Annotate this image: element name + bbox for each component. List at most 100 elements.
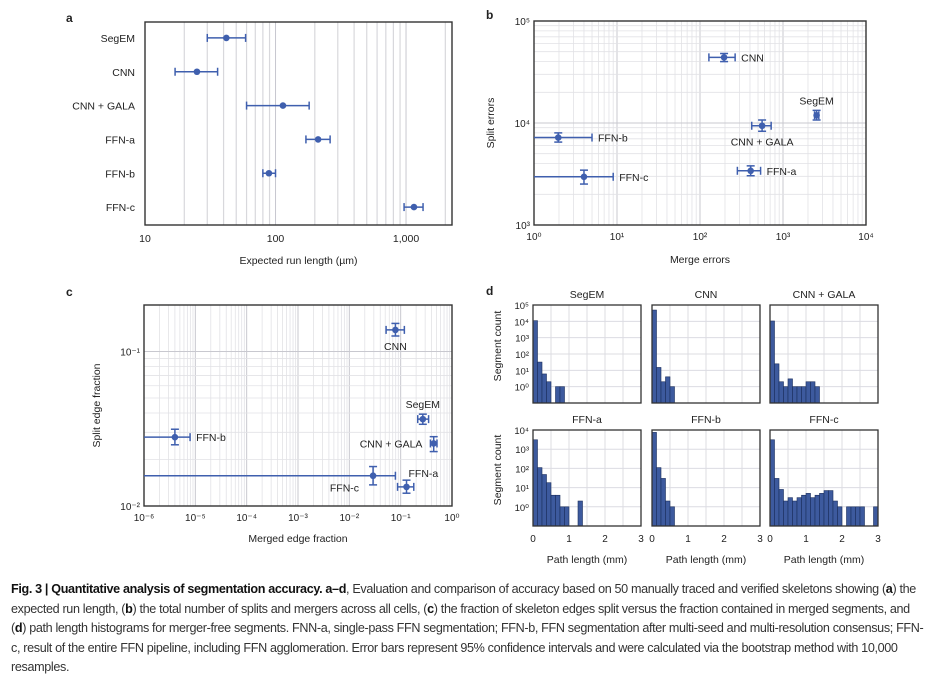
- histogram-bar: [651, 309, 657, 404]
- plot-frame: [769, 429, 879, 527]
- x-tick-label: 10¹: [610, 232, 625, 243]
- x-axis-label: Path length (mm): [784, 554, 865, 566]
- y-tick-label: 10⁴: [515, 119, 530, 130]
- x-tick-label: 3: [875, 534, 881, 545]
- y-tick-label: 10¹: [515, 484, 529, 495]
- histogram-bar: [774, 363, 780, 404]
- histogram-bar: [665, 376, 671, 404]
- histogram-bar: [801, 494, 807, 527]
- histogram-bar: [783, 386, 789, 404]
- histogram-bar: [774, 478, 780, 527]
- data-point: [580, 173, 588, 181]
- histogram-bar: [665, 500, 671, 527]
- data-point: [223, 34, 230, 42]
- data-point: [193, 68, 201, 76]
- data-point: [758, 122, 766, 130]
- point-label: CNN + GALA: [731, 136, 794, 148]
- x-tick-label: 0: [649, 534, 655, 545]
- histogram-bar: [801, 386, 807, 404]
- histogram-bar: [792, 386, 798, 404]
- histogram-bar: [532, 439, 538, 527]
- panel-label-b: b: [486, 8, 493, 22]
- caption-ref-b: b: [125, 601, 133, 616]
- y-tick-label: 10⁵: [515, 17, 530, 28]
- x-tick-label: 2: [839, 534, 845, 545]
- histogram-bar: [660, 478, 666, 527]
- point-label: CNN + GALA: [360, 438, 423, 450]
- histogram-bar: [814, 494, 820, 527]
- histogram-bar: [769, 320, 775, 404]
- histogram-ffn-b: FFN-b 0 1 2 3 Path length (mm): [649, 414, 763, 566]
- x-tick-label: 1,000: [393, 233, 419, 245]
- y-tick-label: 10⁰: [515, 383, 530, 394]
- data-point: [392, 326, 399, 334]
- x-tick-label: 10⁰: [444, 513, 459, 524]
- histogram-bar: [792, 500, 798, 527]
- y-tick-label: 10³: [515, 334, 529, 345]
- histogram-ffn-a: FFN-a 10⁰ 10¹ 10² 10³ 10⁴ Segment count 0 1 2 3 Pat…: [492, 414, 644, 566]
- data-point: [369, 472, 377, 480]
- data-point: [314, 136, 322, 143]
- panel-d-histograms: SegEM 10⁰ 10¹ 10² 10³ 10⁴ 10⁵ Segment count CNN C…: [492, 289, 881, 566]
- histogram-bar: [783, 500, 789, 527]
- histogram-bar: [555, 386, 561, 404]
- point-label: CNN: [384, 341, 407, 353]
- y-tick-label: 10³: [515, 445, 529, 456]
- point-label: SegEM: [406, 399, 440, 411]
- histogram-bar: [796, 497, 802, 527]
- histogram-bar: [546, 381, 552, 404]
- plot-frame: [532, 429, 642, 527]
- panel-label-d: d: [486, 284, 493, 298]
- histogram-bar: [796, 386, 802, 404]
- histogram-cnn: CNN: [651, 289, 761, 404]
- y-tick-label: 10¹: [515, 366, 529, 377]
- plot-frame: [651, 429, 761, 527]
- histogram-title: FFN-c: [809, 414, 838, 426]
- histogram-bar: [537, 361, 543, 404]
- plot-frame: [532, 304, 642, 404]
- category-label: SegEM: [101, 33, 135, 45]
- y-tick-label: 10⁴: [514, 426, 529, 437]
- histogram-bar: [656, 467, 662, 527]
- caption-range: a–d: [325, 582, 347, 596]
- histogram-bar: [846, 506, 852, 527]
- point-label: FFN-b: [598, 133, 628, 145]
- caption-ref-c: c: [427, 601, 434, 616]
- histogram-bar: [651, 432, 657, 527]
- data-point: [419, 415, 427, 423]
- panel-label-a: a: [66, 11, 73, 25]
- histogram-bar: [828, 490, 834, 527]
- data-point: [430, 440, 437, 447]
- histogram-bar: [559, 506, 565, 527]
- plot-frame: [769, 304, 879, 404]
- histogram-bar: [805, 493, 811, 527]
- plot-frame: [533, 20, 867, 226]
- y-tick-label: 10⁴: [514, 317, 529, 328]
- figure-caption: Fig. 3 | Quantitative analysis of segmen…: [11, 580, 926, 678]
- category-label: CNN + GALA: [72, 101, 135, 113]
- histogram-bar: [532, 320, 538, 404]
- y-axis-label: Split edge fraction: [91, 363, 103, 447]
- histogram-title: CNN: [695, 289, 718, 301]
- category-label: FFN-a: [105, 134, 135, 146]
- x-tick-label: 2: [721, 534, 727, 545]
- histogram-bar: [769, 439, 775, 527]
- caption-text-4: ) the fraction of skeleton edges split v…: [11, 601, 910, 636]
- panel-label-c: c: [66, 285, 73, 299]
- histogram-bar: [787, 497, 793, 527]
- caption-text-1: , Evaluation and comparison of accuracy …: [346, 582, 886, 596]
- histogram-bar: [832, 500, 838, 527]
- histogram-bar: [805, 381, 811, 404]
- x-tick-label: 1: [685, 534, 691, 545]
- y-tick-label: 10⁵: [514, 301, 529, 312]
- y-tick-label: 10²: [515, 350, 529, 361]
- plot-frame: [144, 21, 453, 226]
- data-point: [410, 203, 418, 211]
- x-axis-label: Expected run length (µm): [239, 255, 357, 267]
- x-tick-label: 1: [803, 534, 809, 545]
- histogram-bar: [787, 378, 793, 404]
- histogram-bar: [669, 386, 675, 404]
- y-axis-label: Segment count: [492, 435, 504, 506]
- y-axis-label: Split errors: [485, 98, 497, 149]
- histogram-bar: [660, 381, 666, 404]
